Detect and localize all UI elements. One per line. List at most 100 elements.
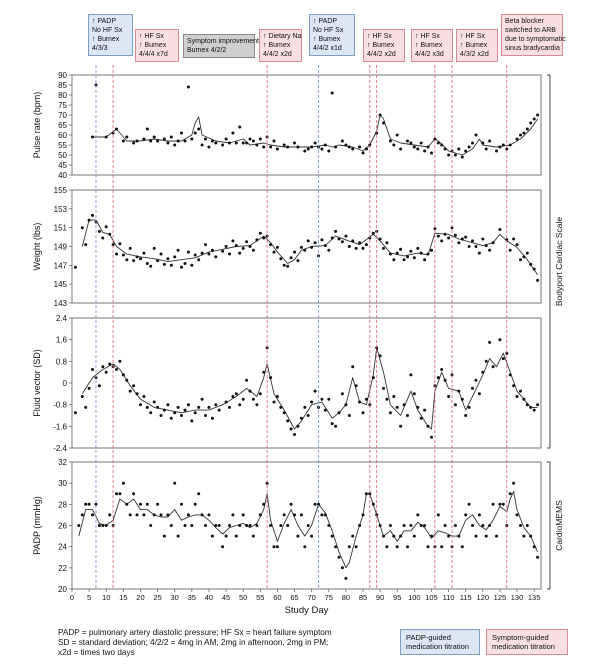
data-point xyxy=(251,397,255,401)
data-point xyxy=(395,133,399,137)
data-point xyxy=(228,405,231,409)
data-point xyxy=(190,419,194,423)
data-point xyxy=(416,405,420,409)
data-point xyxy=(464,235,468,239)
data-point xyxy=(80,395,84,398)
annotation-line: ↑ Bumex xyxy=(139,42,167,49)
data-point xyxy=(498,338,502,342)
data-point xyxy=(289,502,293,506)
annotation-line: No HF Sx xyxy=(92,27,123,34)
data-point xyxy=(508,143,512,147)
data-point xyxy=(536,278,540,282)
data-point xyxy=(323,143,327,147)
data-point xyxy=(279,524,283,527)
data-point xyxy=(306,524,310,527)
data-point xyxy=(426,424,430,428)
annotation-line: sinus bradycardia xyxy=(505,45,560,52)
data-point xyxy=(269,145,273,149)
data-point xyxy=(525,403,529,407)
data-point xyxy=(255,524,259,527)
data-point xyxy=(125,258,129,262)
data-point xyxy=(210,248,214,252)
data-point xyxy=(91,135,94,139)
panel-2: -2.4 -1.6 -0.8 0 0.8 1.6 2.4 Fluid vector (SD) xyxy=(32,314,542,453)
data-point xyxy=(364,397,368,401)
data-point xyxy=(457,147,461,151)
data-point xyxy=(354,246,358,250)
data-point xyxy=(347,414,351,417)
data-point xyxy=(433,137,437,141)
y-tick-label: 151 xyxy=(54,224,68,233)
data-point xyxy=(330,91,334,95)
data-point xyxy=(282,143,286,147)
data-point xyxy=(344,143,348,147)
data-point xyxy=(532,267,536,271)
data-point xyxy=(477,513,481,517)
data-point xyxy=(210,534,214,538)
data-point xyxy=(409,249,413,253)
data-point xyxy=(484,359,488,363)
data-point xyxy=(176,405,180,409)
data-point xyxy=(73,265,77,269)
data-point xyxy=(460,397,464,401)
annotation-line: 4/3/2 x2d xyxy=(460,51,489,58)
legend-label: medication titration xyxy=(492,642,555,651)
data-point xyxy=(197,492,201,496)
data-point xyxy=(471,239,474,243)
data-point xyxy=(217,524,221,527)
annotation-box: ↑ PADP No HF Sx ↑ Bumex 4/3/3 xyxy=(88,14,133,56)
data-point xyxy=(87,502,91,506)
data-point xyxy=(231,131,235,135)
data-point xyxy=(176,139,180,143)
data-point xyxy=(334,545,338,549)
data-point xyxy=(183,139,187,143)
data-point xyxy=(351,239,355,243)
data-point xyxy=(118,242,122,246)
data-point xyxy=(125,135,129,139)
annotation-box: ↑ HF Sx ↑ Bumex 4/4/2 x2d xyxy=(363,29,405,62)
annotation-line: 4/4/2 x3d xyxy=(415,51,444,58)
data-point xyxy=(190,524,194,527)
data-point xyxy=(258,137,262,141)
data-point xyxy=(197,405,201,409)
data-point xyxy=(505,351,509,355)
data-point xyxy=(272,545,276,549)
data-point xyxy=(423,408,427,412)
data-point xyxy=(245,240,249,244)
data-point xyxy=(364,147,368,151)
data-point xyxy=(258,231,262,235)
data-point xyxy=(84,405,88,409)
data-point xyxy=(467,145,471,149)
data-point xyxy=(299,513,303,517)
data-point xyxy=(529,405,533,409)
data-point xyxy=(128,389,132,393)
data-point xyxy=(512,384,516,388)
data-point xyxy=(121,373,125,377)
data-point xyxy=(149,139,153,143)
legend-label: PADP-guided xyxy=(406,633,451,642)
data-point xyxy=(234,534,238,538)
data-point xyxy=(430,248,433,252)
data-point xyxy=(200,513,204,517)
data-point xyxy=(358,524,362,527)
data-point xyxy=(80,513,84,517)
legend-label: medication titration xyxy=(406,642,469,651)
data-point xyxy=(395,405,399,409)
data-point xyxy=(310,534,314,538)
data-point xyxy=(241,513,245,517)
data-point xyxy=(334,229,338,233)
y-tick-label: 153 xyxy=(54,205,68,214)
y-tick-label: 55 xyxy=(58,141,67,150)
trend-line xyxy=(81,347,538,430)
annotation-box: Symptom improvement Bumex 4/2/2 xyxy=(183,34,259,58)
data-point xyxy=(443,524,447,527)
data-point xyxy=(132,384,136,388)
data-point xyxy=(399,247,403,251)
data-point xyxy=(440,143,444,147)
data-point xyxy=(399,534,403,538)
data-point xyxy=(91,513,94,517)
data-point xyxy=(200,397,204,401)
data-point xyxy=(347,545,351,549)
data-point xyxy=(299,245,303,249)
data-point xyxy=(406,255,409,259)
